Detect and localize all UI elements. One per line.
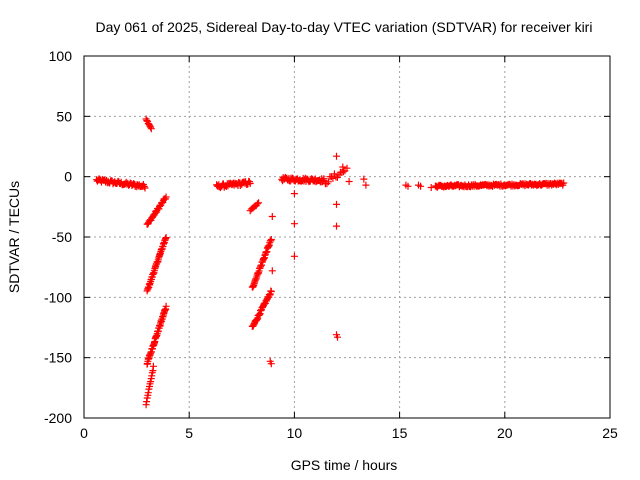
data-point <box>427 184 435 191</box>
y-tick-label: -150 <box>44 350 72 366</box>
chart-title: Day 061 of 2025, Sidereal Day-to-day VTE… <box>96 19 593 35</box>
data-point <box>147 125 155 133</box>
data-point <box>290 252 298 260</box>
x-tick-label: 10 <box>287 425 303 441</box>
data-point <box>404 182 412 190</box>
data-point <box>162 193 170 201</box>
x-tick-label: 15 <box>392 425 408 441</box>
data-points <box>93 115 568 409</box>
data-point <box>330 170 338 178</box>
data-point <box>141 184 149 192</box>
data-point <box>253 200 261 208</box>
data-point <box>360 175 368 183</box>
data-point <box>267 288 275 295</box>
data-point <box>329 174 337 182</box>
data-point <box>162 302 170 310</box>
axis-ticks: 0 5 10 15 20 25 100 50 0 -50 -100 -150 -200 <box>44 48 618 441</box>
y-tick-label: -50 <box>52 229 72 245</box>
data-point <box>149 362 157 370</box>
data-point <box>343 164 351 172</box>
y-tick-label: -100 <box>44 289 72 305</box>
data-point <box>147 123 155 131</box>
x-tick-label: 0 <box>80 425 88 441</box>
y-tick-label: 0 <box>64 169 72 185</box>
grid <box>84 56 610 418</box>
data-point <box>162 234 170 242</box>
data-point <box>255 199 263 207</box>
data-point <box>246 180 254 187</box>
data-point <box>290 190 298 198</box>
data-point <box>417 182 425 190</box>
data-point <box>333 152 340 160</box>
data-point <box>560 179 568 187</box>
y-tick-label: 50 <box>56 108 72 124</box>
data-point <box>334 333 341 341</box>
data-point <box>268 213 276 220</box>
data-point <box>268 267 276 275</box>
data-point <box>339 163 347 171</box>
y-axis-label: SDTVAR / TECUs <box>6 181 22 293</box>
y-tick-label: -200 <box>44 410 72 426</box>
data-point <box>333 200 340 208</box>
x-tick-label: 25 <box>602 425 618 441</box>
data-point <box>290 220 298 228</box>
data-point <box>140 183 148 190</box>
data-point <box>324 178 332 186</box>
data-point <box>362 181 370 189</box>
data-point <box>333 222 340 230</box>
y-tick-label: 100 <box>49 48 73 64</box>
data-point <box>267 236 275 243</box>
x-axis-label: GPS time / hours <box>291 457 398 473</box>
data-point <box>266 357 274 365</box>
x-tick-label: 5 <box>185 425 193 441</box>
data-point <box>345 178 353 185</box>
x-tick-label: 20 <box>497 425 513 441</box>
